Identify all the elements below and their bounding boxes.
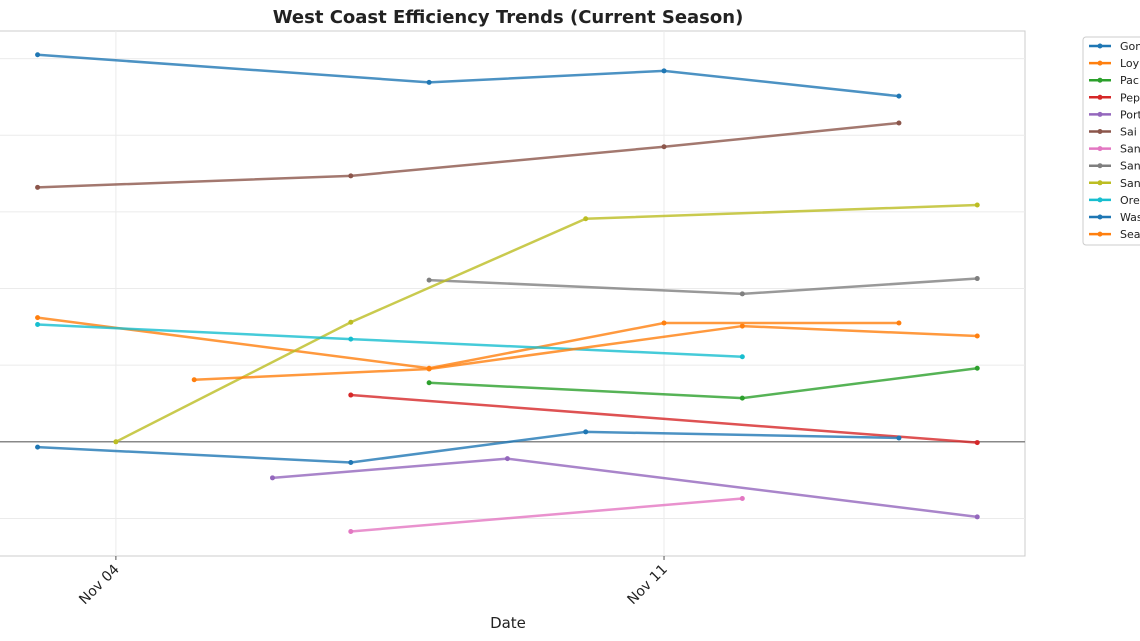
legend-label: Loy [1120,57,1140,70]
data-point [974,202,980,208]
data-point [974,365,980,371]
legend-label: Ore [1120,194,1140,207]
legend-marker [1097,214,1103,220]
data-point [896,320,902,326]
data-point [661,320,667,326]
data-point [896,93,902,99]
legend-marker [1097,146,1103,152]
legend-marker [1097,180,1103,186]
legend-label: Sai [1120,126,1137,139]
series-line [37,316,899,370]
data-point [348,173,354,179]
series-line [115,203,978,443]
legend-label: Was [1120,211,1140,224]
series-line [194,324,978,381]
legend-marker [1097,77,1103,83]
series-line [37,121,900,189]
legend-label: San [1120,177,1140,190]
data-point [426,366,432,372]
data-point [739,354,745,360]
legend-marker [1097,111,1103,117]
data-point [504,456,510,462]
series-line [350,393,978,444]
data-point [191,377,197,383]
series-line [350,497,743,533]
data-point [739,395,745,401]
data-point [974,333,980,339]
data-point [35,444,41,450]
data-point [348,336,354,342]
legend-marker [1097,163,1103,169]
legend-label: Sea [1120,228,1140,241]
data-point [426,380,432,386]
data-point [739,291,745,297]
legend-label: Port [1120,108,1140,121]
data-point [426,79,432,85]
data-point [896,120,902,126]
data-point [35,52,41,58]
data-point [348,319,354,325]
legend-marker [1097,94,1103,100]
data-point [583,429,589,435]
x-axis-label: Date [490,614,526,632]
series-line [37,53,900,98]
data-point [348,528,354,534]
legend-marker [1097,60,1103,66]
legend-label: San [1120,143,1140,156]
legend-label: Gon [1120,40,1140,53]
data-point [426,277,432,283]
legend-label: Pac [1120,74,1139,87]
data-point [974,276,980,282]
data-point [661,68,667,74]
data-point [896,435,902,441]
legend-marker [1097,43,1103,49]
data-point [974,514,980,520]
legend-box [1082,36,1140,246]
legend-marker [1097,197,1103,203]
data-point [35,184,41,190]
data-point [739,323,745,329]
data-point [661,144,667,150]
legend-label: San [1120,160,1140,173]
data-point [348,392,354,398]
data-point [35,322,41,328]
data-point [269,475,275,481]
x-tick-label: Nov 04 [76,561,122,607]
legend-label: Pep [1120,91,1140,104]
series-line [37,430,899,464]
x-tick-label: Nov 11 [624,562,670,608]
chart-title: West Coast Efficiency Trends (Current Se… [273,7,744,28]
data-point [583,216,589,222]
data-point [974,440,980,446]
legend-marker [1097,129,1103,134]
plot-frame [0,30,1026,557]
legend-marker [1097,231,1103,237]
data-point [35,315,41,321]
data-point [113,439,119,445]
data-point [348,459,354,465]
data-point [739,496,745,502]
